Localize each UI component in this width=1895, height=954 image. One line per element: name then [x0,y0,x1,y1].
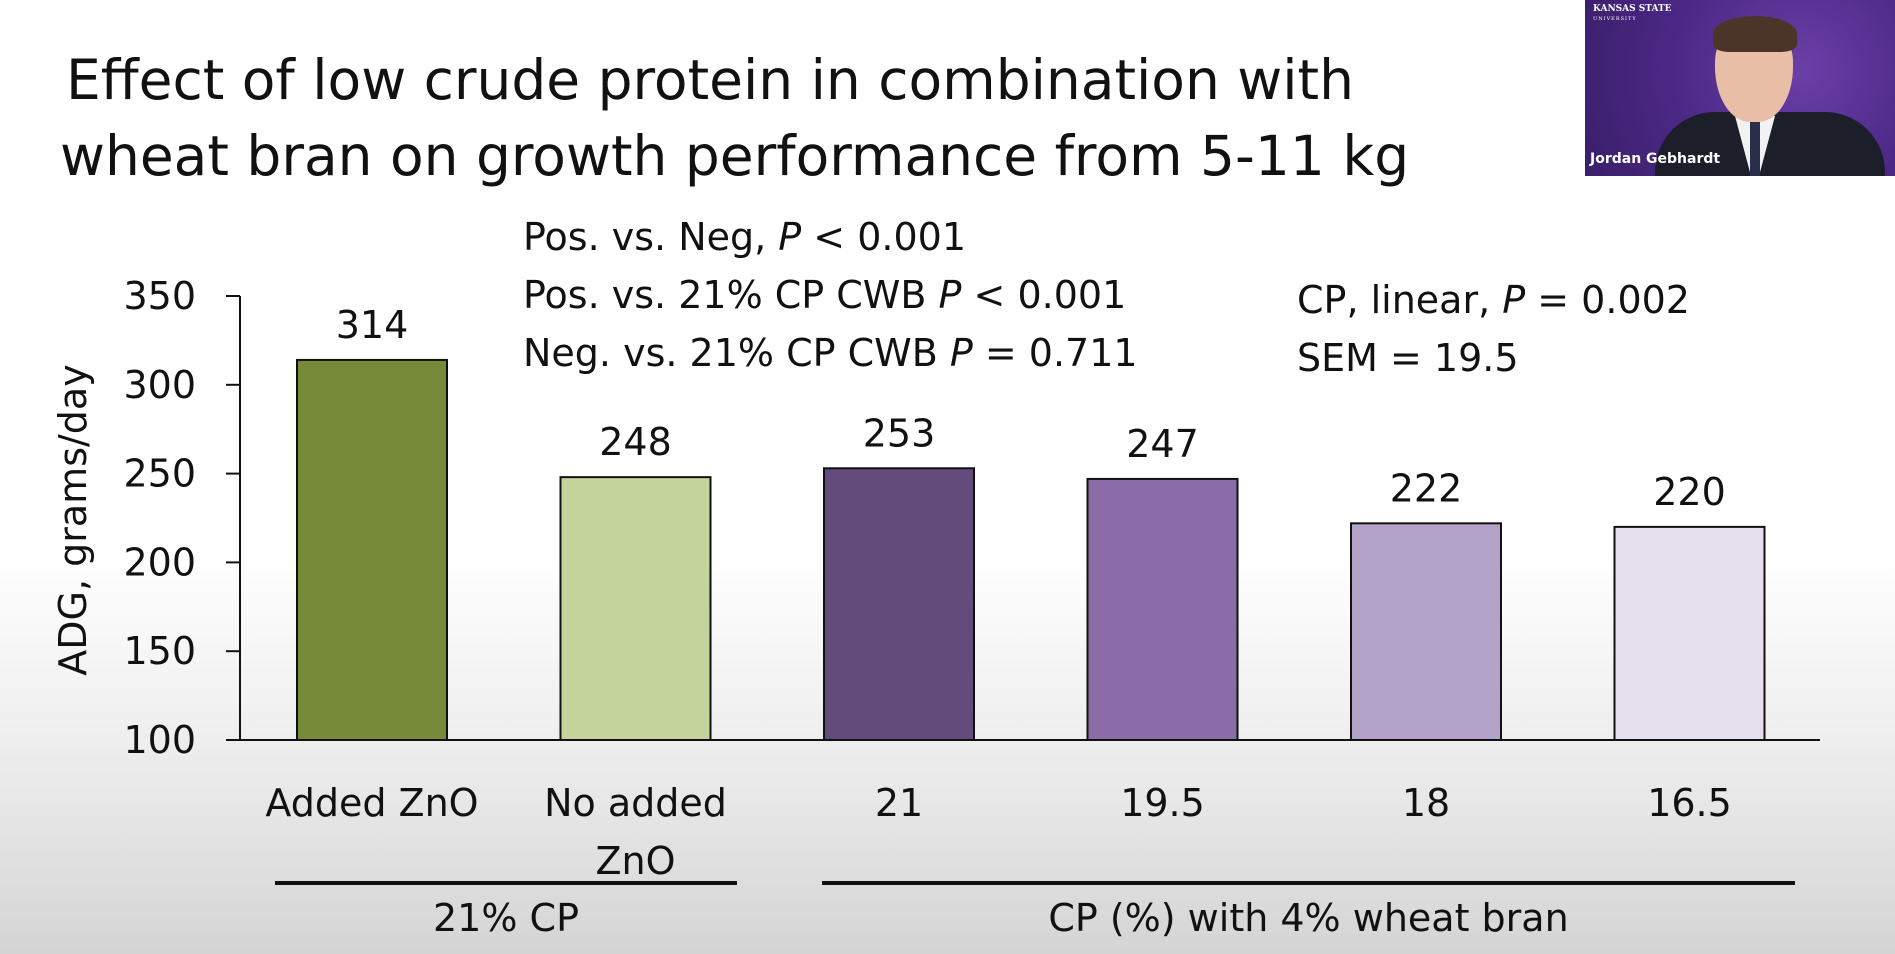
data-label: 248 [599,420,672,464]
group-label-wheat-bran: CP (%) with 4% wheat bran [1048,896,1569,940]
stat-line: Neg. vs. 21% CP CWB P = 0.711 [523,331,1138,375]
slide-title-line-1: Effect of low crude protein in combinati… [66,48,1354,112]
y-tick-label: 200 [123,540,196,584]
y-tick-label: 150 [123,629,196,673]
x-tick-label: 18 [1402,781,1450,825]
presenter-name: Jordan Gebhardt [1590,151,1721,167]
stat-line: CP, linear, P = 0.002 [1297,278,1690,322]
x-tick-label: Added ZnO [265,781,478,825]
x-tick-label: No added [544,781,727,825]
slide-title-line-2: wheat bran on growth performance from 5-… [60,124,1410,188]
stat-line: Pos. vs. 21% CP CWB P < 0.001 [523,273,1127,317]
presenter-hair [1713,16,1797,52]
slide-title: Effect of low crude protein in combinati… [60,42,1410,194]
group-label-21cp: 21% CP [433,896,579,940]
y-tick-label: 300 [123,363,196,407]
x-tick-label: 21 [875,781,923,825]
data-label: 314 [336,303,409,347]
data-label: 247 [1126,422,1199,466]
presenter-tie [1750,122,1760,176]
bar [823,467,975,741]
data-label: 253 [863,411,936,455]
data-label: 220 [1653,470,1726,514]
y-tick-label: 100 [123,718,196,762]
bar [1613,525,1766,741]
stat-line: Pos. vs. Neg, P < 0.001 [523,215,967,259]
y-tick-label: 350 [123,274,196,318]
y-axis: 100 150 200 250 300 350 [123,274,1820,762]
bar [1086,477,1239,741]
data-label: 222 [1390,466,1463,510]
y-axis-title: ADG, grams/day [51,364,95,675]
bars: 314 248 253 247 222 220 [296,303,1766,741]
x-tick-label: 19.5 [1120,781,1205,825]
x-tick-label: ZnO [595,839,675,883]
bar [559,476,712,741]
stat-line: SEM = 19.5 [1297,336,1519,380]
y-tick-label: 250 [123,452,196,496]
kansas-state-logo: KANSAS STATE UNIVERSITY [1593,4,1672,22]
stats-right: CP, linear, P = 0.002 SEM = 19.5 [1297,271,1690,387]
stats-left: Pos. vs. Neg, P < 0.001 Pos. vs. 21% CP … [523,208,1138,382]
x-axis-labels: Added ZnO No added ZnO 21 19.5 18 16.5 [265,781,1731,883]
x-tick-label: 16.5 [1647,781,1732,825]
bar [1350,522,1502,741]
bar [296,358,448,741]
webcam-video-feed: KANSAS STATE UNIVERSITY Jordan Gebhardt [1585,0,1895,176]
